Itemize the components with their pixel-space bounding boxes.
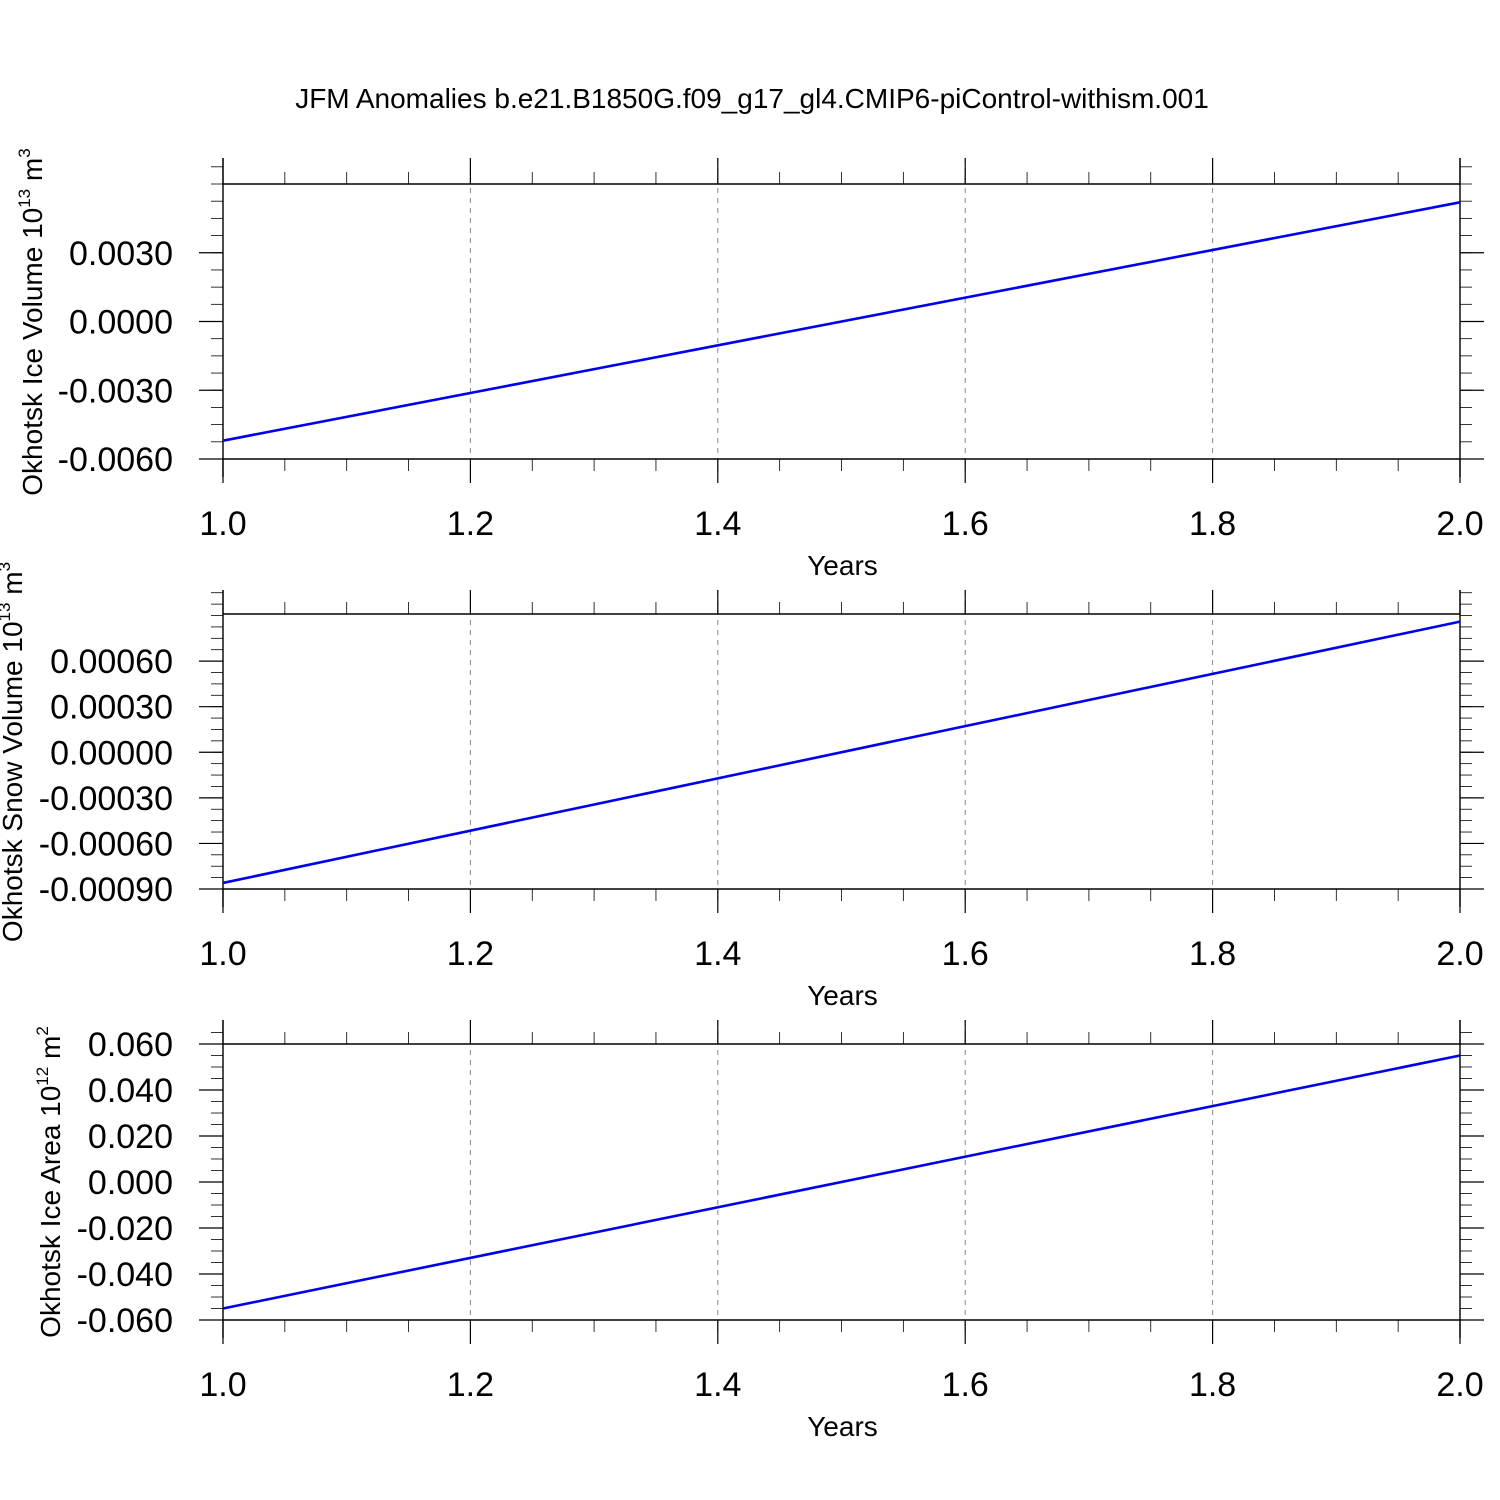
panel-3: 1.0 1.2 1.4 1.6 1.8 2.0 Years -0.060 -0.040 -0.02… xyxy=(33,1020,1484,1442)
y-tick-label: -0.020 xyxy=(77,1210,173,1248)
y-tick-label: 0.00030 xyxy=(50,689,173,727)
x-tick-label: 1.8 xyxy=(1189,935,1236,973)
y-tick-label: 0.000 xyxy=(88,1164,173,1202)
series-line xyxy=(222,1054,1461,1310)
x-tick-label: 1.0 xyxy=(199,1366,246,1404)
x-tick-label: 1.2 xyxy=(447,505,494,543)
x-axis-label: Years xyxy=(807,550,878,581)
y-tick-label: -0.0060 xyxy=(58,441,173,479)
y-tick-label: 0.020 xyxy=(88,1118,173,1156)
x-tick-label: 2.0 xyxy=(1436,935,1483,973)
y-tick-label: -0.040 xyxy=(77,1256,173,1294)
x-tick-label: 1.2 xyxy=(447,935,494,973)
x-tick-label: 1.6 xyxy=(942,1366,989,1404)
y-tick-label: -0.0030 xyxy=(58,372,173,410)
y-tick-label: 0.0000 xyxy=(69,304,173,342)
series-line xyxy=(222,201,1461,442)
x-tick-label: 1.4 xyxy=(694,1366,741,1404)
y-tick-label: 0.0030 xyxy=(69,235,173,273)
panel-2: 1.0 1.2 1.4 1.6 1.8 2.0 Years -0.00090 -0.00060 -… xyxy=(0,562,1484,1011)
y-tick-label: -0.00090 xyxy=(39,871,173,909)
x-tick-label: 1.0 xyxy=(199,505,246,543)
y-tick-label: -0.00030 xyxy=(39,780,173,818)
panel-1: 1.0 1.2 1.4 1.6 1.8 2.0 Years -0.0060 -0.0030 0.0… xyxy=(15,148,1484,581)
y-axis-label: Okhotsk Ice Volume 1013 m3 xyxy=(15,148,48,495)
y-axis-label: Okhotsk Snow Volume 1013 m3 xyxy=(0,562,28,942)
y-tick-label: -0.060 xyxy=(77,1302,173,1340)
x-tick-label: 1.6 xyxy=(942,935,989,973)
y-tick-label: 0.00000 xyxy=(50,734,173,772)
y-tick-label: 0.060 xyxy=(88,1026,173,1064)
x-tick-label: 1.4 xyxy=(694,505,741,543)
x-axis-label: Years xyxy=(807,1411,878,1442)
y-tick-label: 0.00060 xyxy=(50,643,173,681)
y-tick-label: -0.00060 xyxy=(39,825,173,863)
x-tick-label: 2.0 xyxy=(1436,1366,1483,1404)
y-axis-label: Okhotsk Ice Area 1012 m2 xyxy=(33,1026,66,1338)
x-tick-label: 1.8 xyxy=(1189,1366,1236,1404)
x-tick-label: 1.0 xyxy=(199,935,246,973)
panels: 1.0 1.2 1.4 1.6 1.8 2.0 Years -0.0060 -0.0030 0.0… xyxy=(0,148,1484,1442)
x-tick-label: 1.2 xyxy=(447,1366,494,1404)
x-axis-label: Years xyxy=(807,980,878,1011)
x-tick-label: 2.0 xyxy=(1436,505,1483,543)
figure-title: JFM Anomalies b.e21.B1850G.f09_g17_gl4.C… xyxy=(295,83,1209,114)
x-tick-label: 1.4 xyxy=(694,935,741,973)
series-line xyxy=(222,620,1461,885)
x-tick-label: 1.6 xyxy=(942,505,989,543)
x-tick-label: 1.8 xyxy=(1189,505,1236,543)
y-tick-label: 0.040 xyxy=(88,1072,173,1110)
